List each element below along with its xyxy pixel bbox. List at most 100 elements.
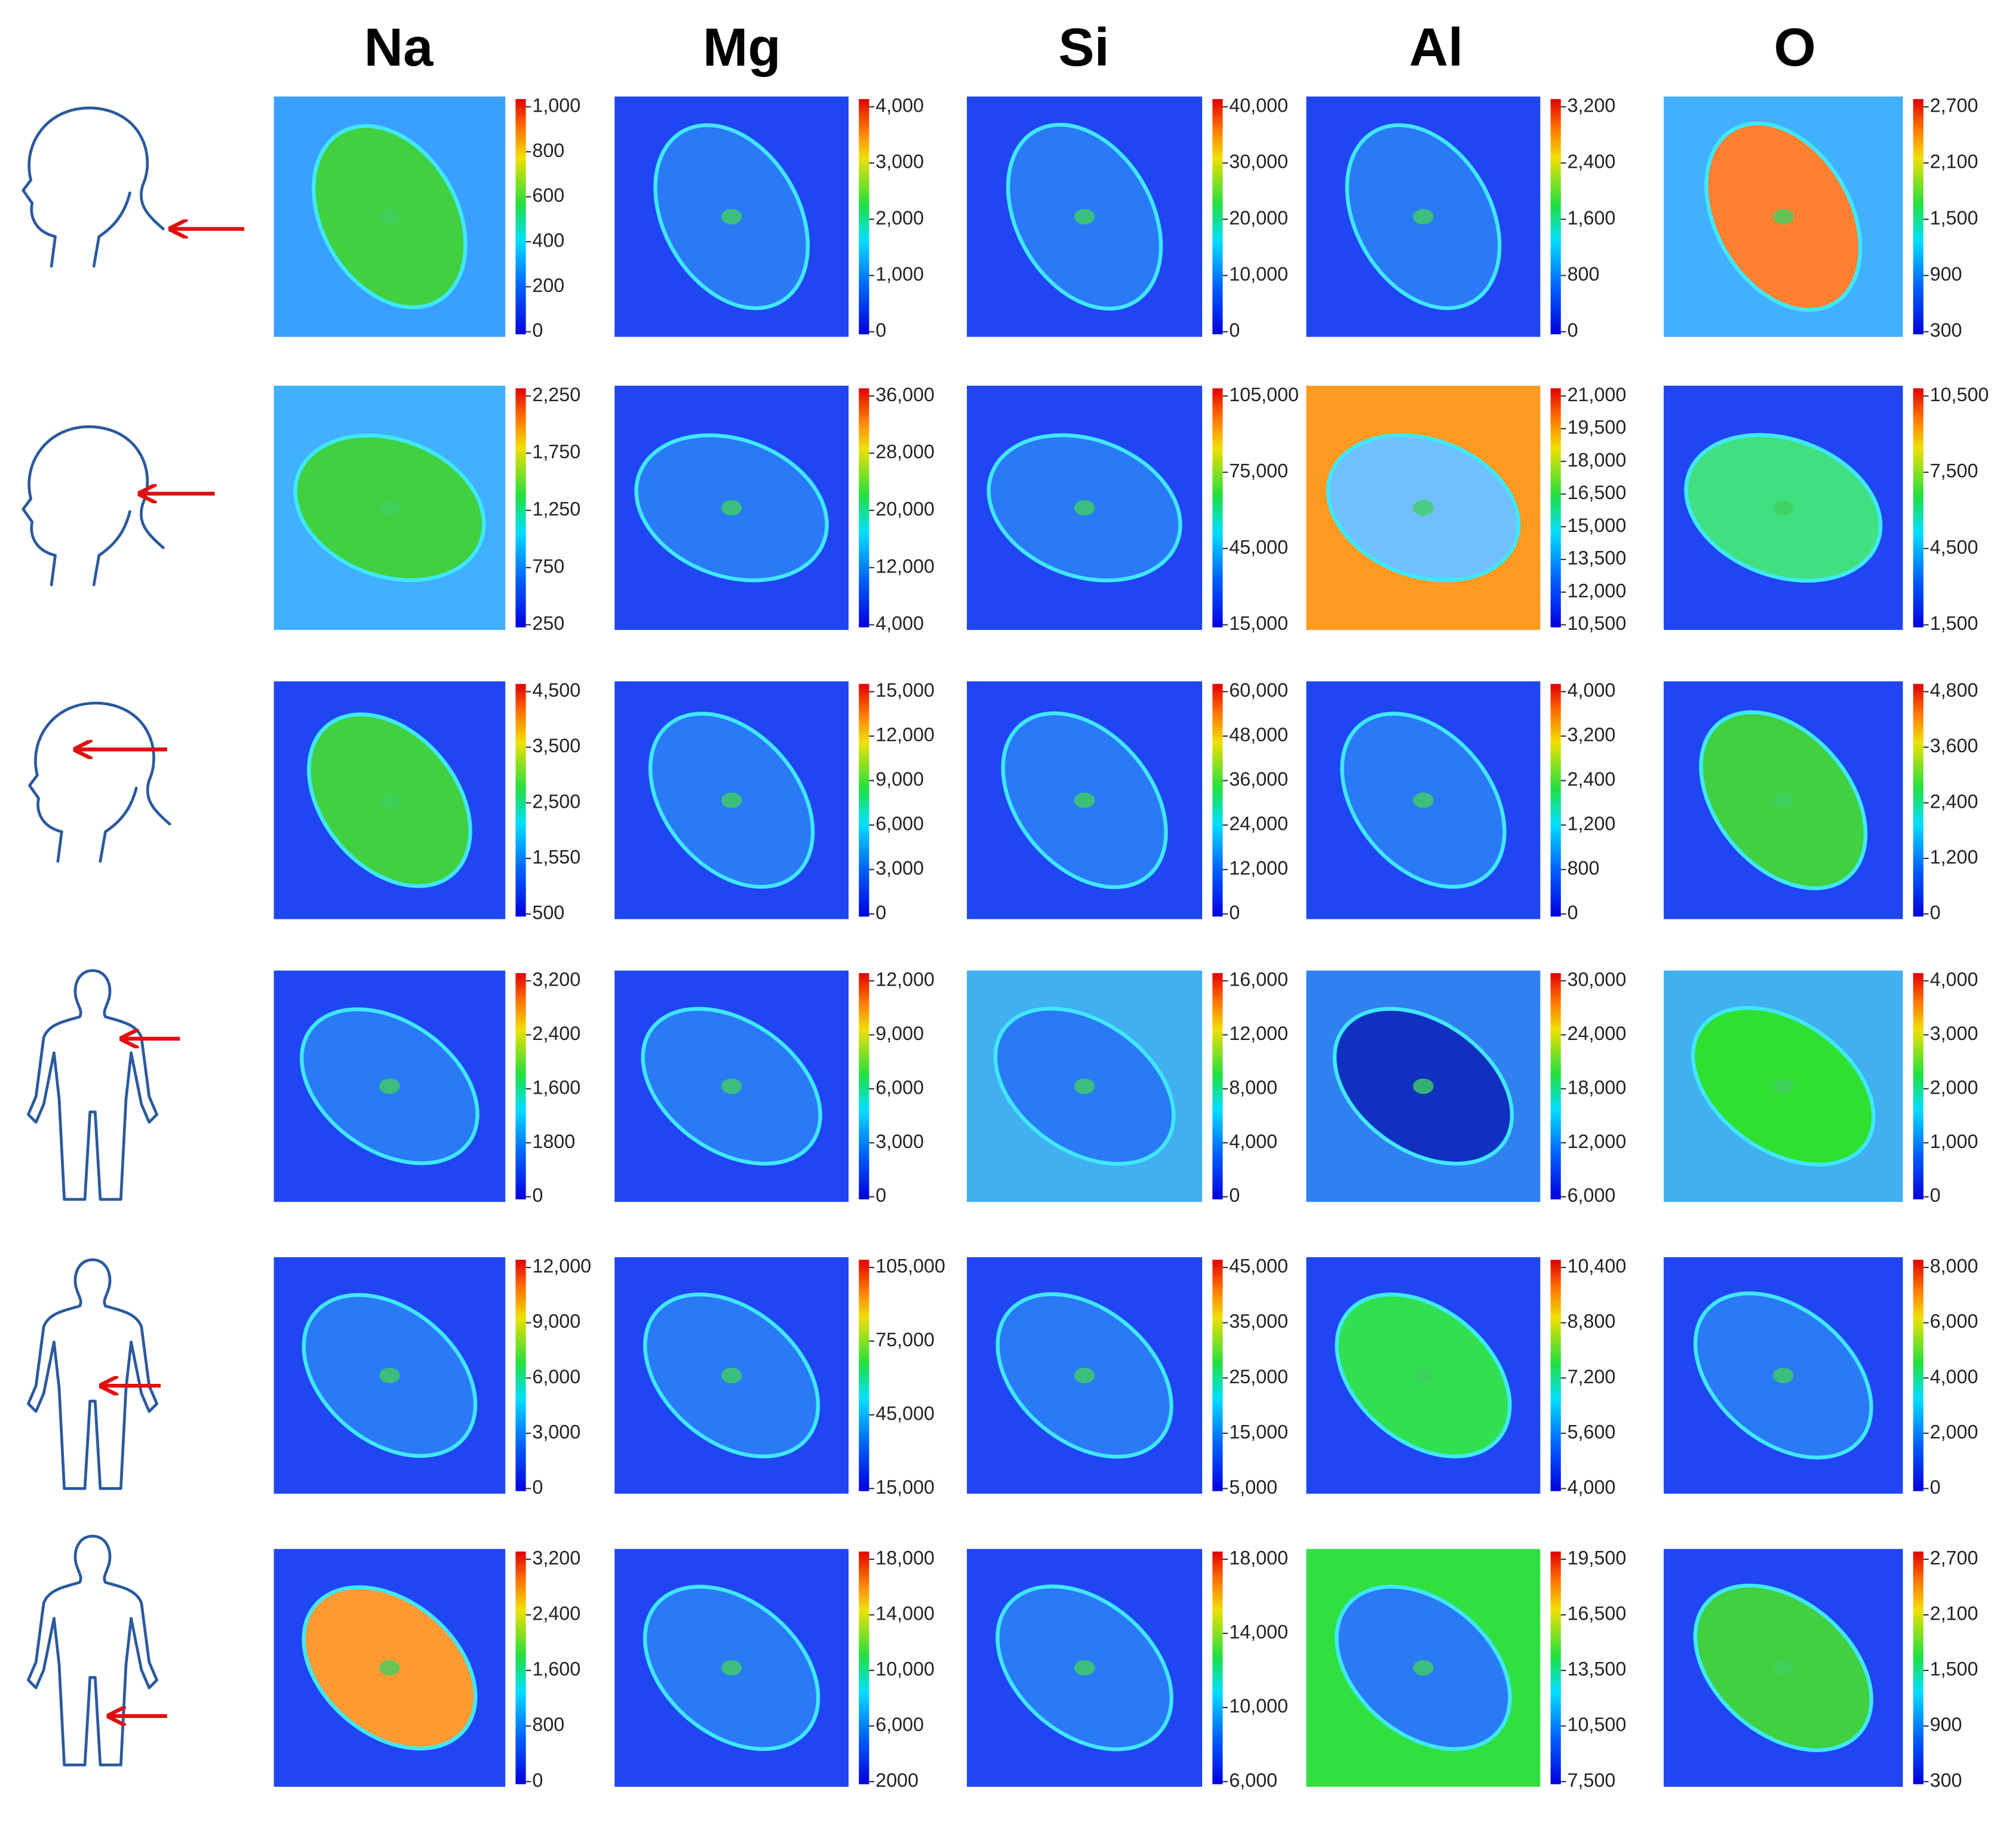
core-spot	[1413, 209, 1434, 224]
element-map: 10,500 7,500 4,500 1,500	[1664, 384, 1989, 634]
column-header: Al	[1409, 17, 1463, 78]
core-spot	[721, 209, 742, 224]
colorbar	[1212, 388, 1223, 627]
core-spot	[721, 1368, 742, 1383]
colorbar-tick-label: 9,000	[875, 1023, 924, 1044]
colorbar-tick-label: 35,000	[1229, 1310, 1288, 1332]
colorbar-tick-label: 2000	[875, 1769, 918, 1791]
colorbar-tick-label: 2,500	[532, 790, 580, 812]
colorbar	[515, 1551, 526, 1784]
core-spot	[721, 792, 742, 808]
arrows	[77, 229, 245, 1716]
core-spot	[1773, 1078, 1794, 1094]
colorbar-tick-label: 13,500	[1568, 1658, 1627, 1680]
colorbar-tick-label: 6,000	[875, 1076, 924, 1098]
colorbar-tick-label: 7,500	[1930, 460, 1978, 482]
colorbar-tick-label: 6,000	[875, 813, 924, 835]
icons	[23, 108, 245, 1765]
head-icon	[23, 108, 164, 266]
colorbar-tick-label: 15,000	[1568, 515, 1627, 536]
colorbar-tick-label: 2,400	[1568, 768, 1616, 790]
colorbar-tick-label: 2,400	[1568, 151, 1616, 173]
element-map: 36,000 28,000 20,000 12,000 4,000	[614, 384, 935, 634]
colorbar-tick-label: 0	[1229, 902, 1240, 924]
colorbar-tick-label: 0	[875, 1184, 886, 1206]
colorbar-tick-label: 1,600	[532, 1076, 580, 1098]
colorbar-tick-label: 1,550	[532, 846, 580, 867]
element-map: 60,000 48,000 36,000 24,000 12,000 0	[967, 679, 1288, 924]
colorbar-tick-label: 15,000	[875, 679, 935, 701]
colorbar-tick-label: 16,500	[1568, 1602, 1627, 1624]
element-map: 12,000 9,000 6,000 3,000 0	[614, 968, 935, 1206]
colorbar-tick-label: 1,500	[1930, 613, 1978, 634]
colorbar-tick-label: 20,000	[875, 498, 935, 519]
colorbar-tick-label: 1,600	[1568, 207, 1616, 229]
colorbar-tick-label: 400	[532, 229, 564, 251]
colorbar	[515, 1260, 526, 1491]
colorbar	[515, 388, 526, 627]
colorbar-tick-label: 13,500	[1568, 547, 1627, 569]
colorbar-tick-label: 0	[532, 319, 543, 341]
core-spot	[1773, 500, 1794, 516]
colorbar	[1550, 388, 1561, 627]
colorbar	[1913, 388, 1923, 627]
colorbar-tick-label: 2,100	[1930, 151, 1978, 173]
colorbar-tick-label: 0	[875, 902, 886, 924]
element-map: 2,700 2,100 1,500 900 300	[1664, 1547, 1978, 1791]
element-map: 45,000 35,000 25,000 15,000 5,000	[967, 1255, 1288, 1498]
colorbar-tick-label: 2,400	[1930, 790, 1978, 812]
colorbar-tick-label: 7,200	[1568, 1366, 1616, 1387]
element-map: 15,000 12,000 9,000 6,000 3,000 0	[614, 679, 935, 924]
body-icon	[28, 971, 156, 1199]
colorbar	[515, 973, 526, 1199]
colorbar-tick-label: 2,400	[532, 1602, 580, 1624]
colorbar-tick-label: 6,000	[1568, 1184, 1616, 1206]
colorbar-tick-label: 36,000	[875, 384, 935, 405]
colorbar-tick-label: 3,500	[532, 735, 580, 756]
colorbar-tick-label: 36,000	[1229, 768, 1288, 790]
element-map: 30,000 24,000 18,000 12,000 6,000	[1306, 968, 1626, 1206]
column-header: Na	[364, 17, 434, 78]
colorbar-tick-label: 20,000	[1229, 207, 1288, 229]
colorbar-tick-label: 8,000	[1930, 1255, 1978, 1277]
colorbar-tick-label: 3,200	[532, 1547, 580, 1568]
colorbar-tick-label: 4,000	[1568, 1476, 1616, 1498]
colorbar-tick-label: 0	[1930, 1476, 1941, 1498]
core-spot	[379, 209, 400, 224]
colorbar-tick-label: 75,000	[875, 1329, 935, 1350]
colorbar-tick-label: 14,000	[875, 1602, 935, 1624]
colorbar-tick-label: 2,700	[1930, 94, 1978, 116]
colorbar-tick-label: 10,400	[1568, 1255, 1627, 1277]
colorbar-tick-label: 16,000	[1229, 968, 1288, 990]
colorbar-tick-label: 600	[532, 184, 564, 206]
colorbar-tick-label: 4,000	[1229, 1131, 1277, 1152]
core-spot	[379, 1078, 400, 1094]
colorbar-tick-label: 250	[532, 613, 564, 634]
element-map: 21,000 19,500 18,000 16,500 15,000 13,500 12,0…	[1306, 384, 1627, 634]
colorbar	[859, 388, 869, 627]
colorbar	[1550, 1260, 1561, 1491]
element-map: 16,000 12,000 8,000 4,000 0	[967, 968, 1288, 1206]
colorbar	[515, 684, 526, 917]
colorbar-tick-label: 15,000	[1229, 613, 1288, 634]
body-icon	[28, 1536, 156, 1765]
colorbar-tick-label: 2,250	[532, 384, 580, 405]
colorbar-tick-label: 45,000	[1229, 536, 1288, 558]
colorbar-tick-label: 45,000	[1229, 1255, 1288, 1277]
column-header: Si	[1058, 17, 1109, 78]
colorbar-tick-label: 45,000	[875, 1403, 935, 1424]
core-spot	[379, 1368, 400, 1383]
colorbar-tick-label: 8,000	[1229, 1076, 1277, 1098]
colorbar-tick-label: 1,250	[532, 498, 580, 519]
core-spot	[1773, 1368, 1794, 1383]
element-map: 8,000 6,000 4,000 2,000 0	[1664, 1255, 1978, 1498]
core-spot	[1413, 1660, 1434, 1676]
colorbar-tick-label: 7,500	[1568, 1769, 1616, 1791]
element-map: 4,000 3,000 2,000 1,000 0	[1664, 968, 1978, 1206]
element-map: 3,200 2,400 1,600 800 0	[273, 1547, 580, 1791]
colorbar-tick-label: 14,000	[1229, 1621, 1288, 1643]
colorbar-tick-label: 10,500	[1568, 613, 1627, 634]
colorbar-tick-label: 4,000	[1568, 679, 1616, 701]
